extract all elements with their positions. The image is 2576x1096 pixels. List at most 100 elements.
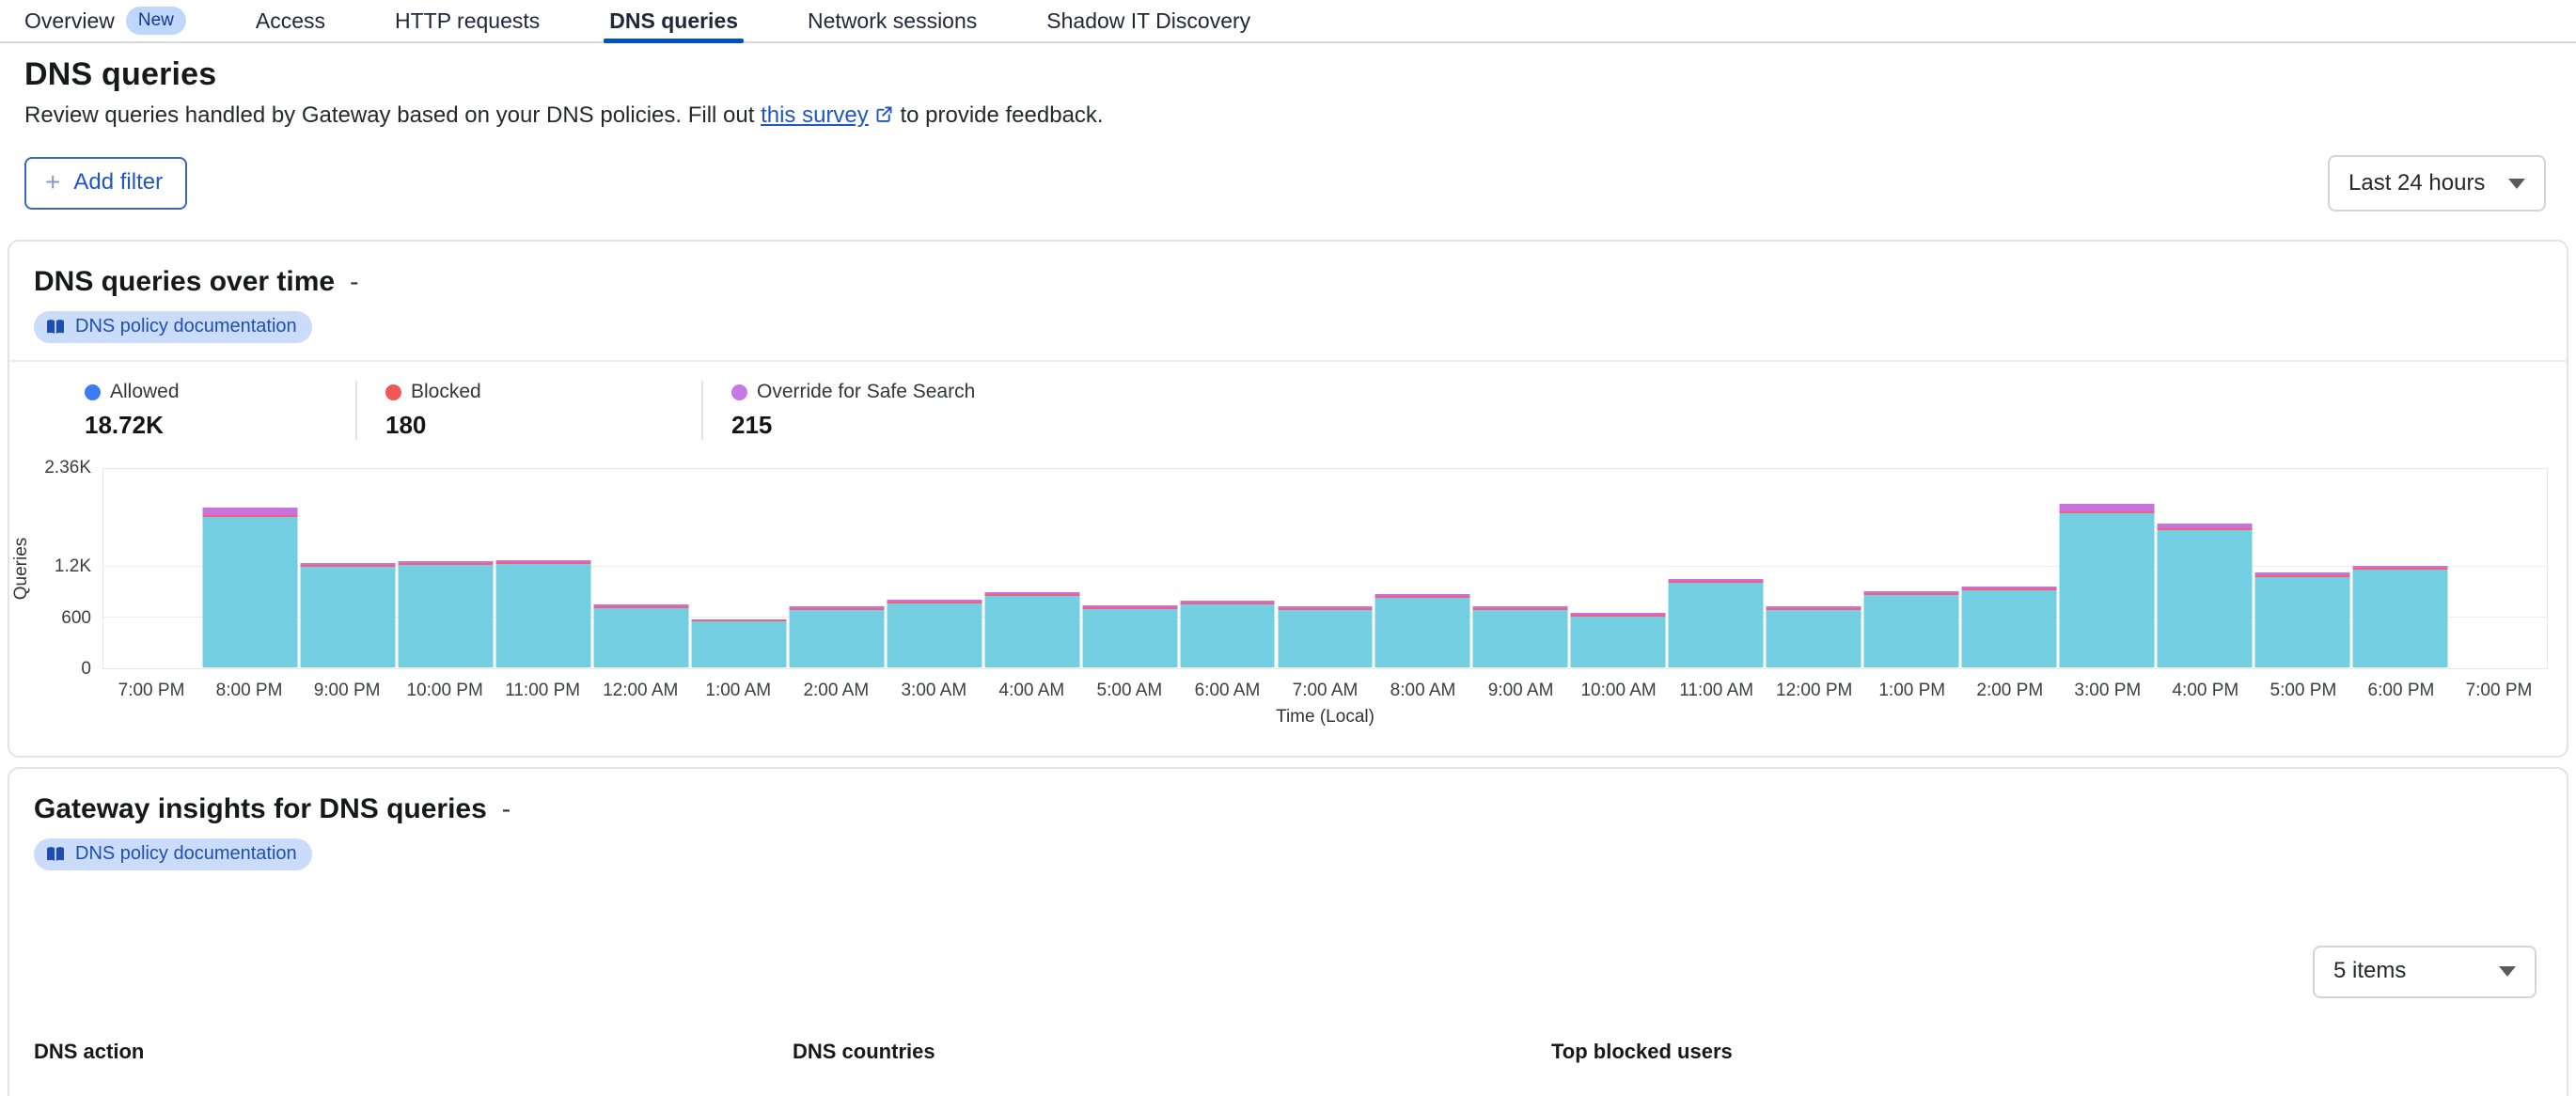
insights-lists: DNS actionAllowed18.72KOverride for Safe… [9,998,2567,1096]
tab-http-requests[interactable]: HTTP requests [395,0,540,41]
x-tick-label: 6:00 AM [1194,681,1261,700]
x-tick-label: 4:00 PM [2172,681,2239,700]
bar-segment-allowed [1766,609,1861,667]
time-range-select[interactable]: Last 24 hours [2328,155,2546,211]
items-count-select[interactable]: 5 items [2313,946,2537,998]
bar-segment-override-for-safe-search [789,605,885,608]
y-tick-label: 600 [61,607,91,628]
insights-list-top-blocked-users: Top blocked users maggie@skyflash.co180 [1551,1040,2054,1096]
x-axis-title: Time (Local) [1276,707,1374,727]
tab-label: Overview [24,8,115,33]
y-axis-title: Queries [11,537,31,601]
y-tick-label: 0 [81,659,91,679]
legend-value: 180 [385,411,427,439]
bar-segment-allowed [1472,609,1568,667]
bar-segment-override-for-safe-search [1374,593,1470,596]
dns-policy-documentation-link[interactable]: DNS policy documentation [34,838,312,870]
bar-segment-blocked [593,606,689,609]
chart-bar-10-00-pm [398,560,494,667]
collapse-toggle[interactable]: - [350,267,359,296]
x-tick-label: 7:00 AM [1292,681,1359,700]
bar-segment-allowed [789,609,885,667]
new-badge: New [125,7,186,35]
chart-plot [102,468,2548,669]
bar-segment-override-for-safe-search [495,559,591,562]
bar-segment-blocked [984,593,1080,596]
x-tick-label: 3:00 PM [2074,681,2142,700]
x-tick-label: 9:00 PM [313,681,381,700]
tab-access[interactable]: Access [256,0,325,41]
bar-segment-allowed [2254,576,2350,667]
add-filter-button[interactable]: + Add filter [24,157,188,210]
list-header: DNS countries [793,1040,935,1063]
bar-segment-override-for-safe-search [887,600,982,603]
page-header: DNS queries Review queries handled by Ga… [0,43,2576,131]
book-icon [45,846,66,863]
bar-segment-blocked [495,561,591,564]
x-tick-label: 2:00 AM [803,681,870,700]
chart-bar-4-00-pm [2157,524,2253,667]
legend-dot-icon [385,384,401,400]
bar-segment-blocked [1961,588,2057,591]
bar-segment-allowed [300,566,396,667]
bar-segment-override-for-safe-search [1863,591,1959,594]
collapse-toggle[interactable]: - [501,794,511,823]
bar-segment-allowed [887,603,982,667]
legend-label: Blocked [411,381,481,402]
tab-dns-queries[interactable]: DNS queries [604,0,744,43]
bar-segment-allowed [1961,590,2057,667]
chart-card-header: DNS queries over time - DNS policy docum… [9,242,2567,360]
tab-bar: Overview New Access HTTP requests DNS querie… [0,0,2576,43]
chart-bar-1-00-am [691,618,787,667]
tab-label: HTTP requests [395,8,541,33]
survey-link[interactable]: this survey [761,102,869,128]
chart-bar-8-00-am [1374,593,1470,667]
x-tick-label: 2:00 PM [1976,681,2044,700]
x-tick-label: 10:00 AM [1580,681,1657,700]
doc-badge-label: DNS policy documentation [75,843,297,864]
legend-item-override-for-safe-search: Override for Safe Search 215 [701,381,1047,440]
tab-label: Shadow IT Discovery [1046,8,1251,33]
tab-shadow-it-discovery[interactable]: Shadow IT Discovery [1046,0,1250,41]
x-tick-label: 11:00 PM [505,681,581,700]
chart-bar-8-00-pm [202,507,298,667]
bar-segment-blocked [398,562,494,565]
chart-bar-12-00-am [593,604,689,667]
bar-segment-allowed [1570,616,1666,667]
bar-segment-allowed [1668,582,1764,667]
bar-segment-allowed [1082,609,1178,667]
doc-badge-label: DNS policy documentation [75,316,297,337]
list-item[interactable]: US15.74K [793,1083,1296,1096]
dns-policy-documentation-link[interactable]: DNS policy documentation [34,311,312,343]
x-tick-label: 1:00 AM [705,681,772,700]
x-tick-label: 4:00 AM [998,681,1065,700]
chart-bar-4-00-am [984,591,1080,667]
page-description: Review queries handled by Gateway based … [24,102,2552,131]
x-tick-label: 7:00 PM [2465,681,2533,700]
bar-segment-blocked [1180,603,1276,605]
chevron-down-icon [2508,178,2525,189]
chart-bar-3-00-am [887,600,982,667]
bar-segment-override-for-safe-search [984,591,1080,594]
insights-card-header: Gateway insights for DNS queries - DNS p… [9,769,2567,887]
bar-segment-blocked [1668,580,1764,583]
bar-segment-override-for-safe-search [1082,605,1178,608]
bar-segment-override-for-safe-search [398,560,494,563]
x-tick-label: 8:00 AM [1390,681,1456,700]
bar-segment-allowed [495,563,591,667]
bar-segment-blocked [1570,614,1666,617]
x-tick-label: 12:00 PM [1776,681,1853,700]
description-text-before: Review queries handled by Gateway based … [24,102,762,128]
chart-legend: Allowed 18.72K Blocked 180 Override for Safe… [9,360,2567,462]
bar-segment-override-for-safe-search [2059,504,2155,512]
bar-segment-allowed [2059,513,2155,667]
tab-overview[interactable]: Overview New [24,0,186,41]
bar-segment-blocked [1766,607,1861,610]
bar-segment-override-for-safe-search [1961,587,2057,589]
bar-segment-override-for-safe-search [2157,524,2253,529]
bar-segment-override-for-safe-search [1668,578,1764,581]
list-item[interactable]: maggie@skyflash.co180 [1551,1083,2054,1096]
bar-segment-allowed [398,564,494,667]
tab-network-sessions[interactable]: Network sessions [808,0,977,41]
